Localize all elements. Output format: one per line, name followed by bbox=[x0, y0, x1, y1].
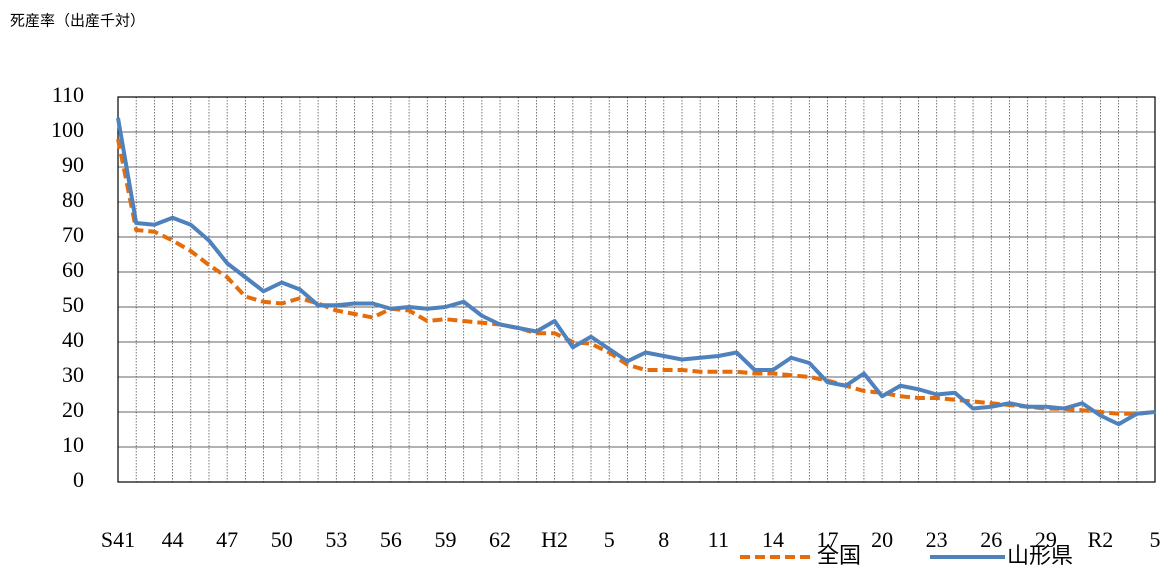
x-tick-label: 50 bbox=[271, 527, 293, 552]
y-tick-label: 10 bbox=[62, 432, 84, 457]
series-line bbox=[116, 138, 1156, 416]
y-tick-label: 70 bbox=[62, 222, 84, 247]
x-tick-label: S41 bbox=[101, 527, 135, 552]
x-tick-label: 11 bbox=[708, 527, 729, 552]
legend-label: 全国 bbox=[817, 544, 861, 569]
y-tick-label: 60 bbox=[62, 257, 84, 282]
x-tick-label: 53 bbox=[325, 527, 347, 552]
x-tick-label: R2 bbox=[1088, 527, 1114, 552]
x-tick-label: 14 bbox=[762, 527, 784, 552]
x-tick-label: 56 bbox=[380, 527, 402, 552]
y-tick-label: 40 bbox=[62, 327, 84, 352]
x-tick-label: 23 bbox=[926, 527, 948, 552]
x-tick-label: 44 bbox=[162, 527, 184, 552]
x-tick-label: 20 bbox=[871, 527, 893, 552]
x-tick-label: 17 bbox=[817, 527, 839, 552]
x-tick-label: 29 bbox=[1035, 527, 1057, 552]
x-tick-label: 59 bbox=[434, 527, 456, 552]
x-tick-label: 8 bbox=[658, 527, 669, 552]
series-line bbox=[116, 117, 1156, 427]
y-tick-label: 20 bbox=[62, 397, 84, 422]
x-tick-label: 26 bbox=[980, 527, 1002, 552]
plot-frame bbox=[117, 96, 1156, 483]
y-tick-label: 0 bbox=[73, 467, 84, 492]
y-tick-label: 100 bbox=[51, 117, 84, 142]
y-tick-label: 90 bbox=[62, 152, 84, 177]
y-tick-label: 50 bbox=[62, 292, 84, 317]
y-tick-label: 30 bbox=[62, 362, 84, 387]
y-tick-label: 110 bbox=[52, 82, 84, 107]
x-tick-label: 5 bbox=[1150, 527, 1161, 552]
legend-label: 山形県 bbox=[1007, 544, 1073, 569]
y-tick-label: 80 bbox=[62, 187, 84, 212]
chart-title: 死産率（出産千対） bbox=[10, 12, 145, 30]
x-tick-label: 47 bbox=[216, 527, 238, 552]
x-tick-label: 62 bbox=[489, 527, 511, 552]
x-tick-label: 5 bbox=[604, 527, 615, 552]
x-tick-label: H2 bbox=[541, 527, 568, 552]
